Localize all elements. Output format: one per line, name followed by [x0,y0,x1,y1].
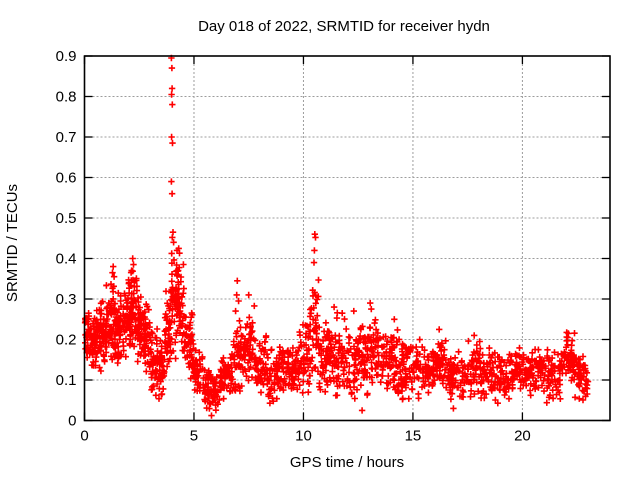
y-tick-label: 0.1 [56,372,77,389]
y-tick-label: 0.2 [56,332,77,349]
data-points [81,54,592,419]
y-tick-label: 0.5 [56,210,77,227]
x-tick-label: 15 [405,428,422,445]
y-tick-label: 0.7 [56,129,77,146]
y-tick-label: 0 [68,413,76,430]
plot-border [83,55,611,422]
chart-title: Day 018 of 2022, SRMTID for receiver hyd… [198,18,490,35]
y-tick-label: 0.6 [56,170,77,187]
y-tick-label: 0.3 [56,291,77,308]
axis-tick-labels: 0 5 10 15 20 0 0.1 0.2 0.3 0.4 0.5 0.6 0.7 0.8 0.9 [56,48,531,445]
gridlines [84,56,610,421]
y-axis-label: SRMTID / TECUs [4,184,21,302]
x-axis-label: GPS time / hours [290,454,404,471]
y-tick-label: 0.8 [56,89,77,106]
x-tick-label: 20 [514,428,531,445]
y-tick-label: 0.9 [56,48,77,65]
x-tick-label: 0 [80,428,88,445]
y-tick-label: 0.4 [56,251,77,268]
x-tick-label: 5 [190,428,198,445]
x-tick-label: 10 [295,428,312,445]
